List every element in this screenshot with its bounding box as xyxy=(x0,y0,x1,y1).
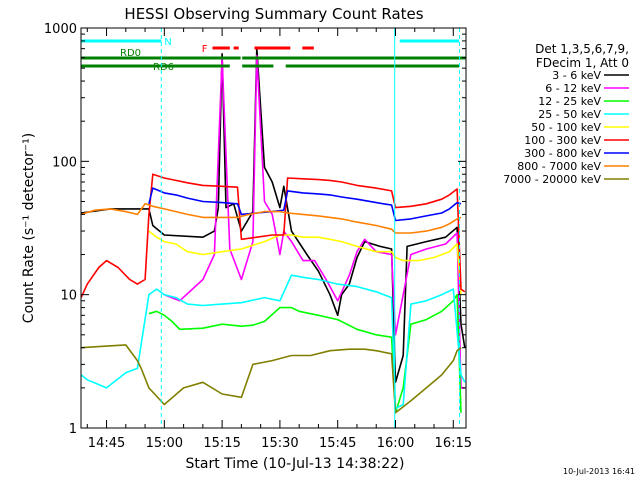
legend-header-line-2: FDecim 1, Att 0 xyxy=(536,56,629,70)
axes: 14:45 15:00 15:15 15:30 15:45 16:00 16:15 1 10 10… xyxy=(44,22,472,451)
legend: Det 1,3,5,6,7,9, FDecim 1, Att 0 3 - 6 k… xyxy=(503,42,629,186)
legend-label-3-6-kev: 3 - 6 keV xyxy=(552,69,601,82)
plot-frame xyxy=(80,27,467,429)
x-tick-label: 15:45 xyxy=(319,436,356,451)
legend-label-12-25-kev: 12 - 25 keV xyxy=(538,95,601,108)
legend-label-300-800-kev: 300 - 800 keV xyxy=(524,147,601,160)
y-tick-label: 10 xyxy=(60,289,77,304)
x-tick-label: 16:00 xyxy=(377,436,414,451)
y-tick-label: 100 xyxy=(52,155,77,170)
series-line-100-300-kev xyxy=(81,173,466,298)
legend-header-line-1: Det 1,3,5,6,7,9, xyxy=(535,42,629,56)
legend-label-25-50-kev: 25 - 50 keV xyxy=(538,108,601,121)
footer-timestamp: 10-Jul-2013 16:41 xyxy=(563,467,635,476)
chart-title: HESSI Observing Summary Count Rates xyxy=(124,5,423,23)
x-tick-label: 14:45 xyxy=(88,436,125,451)
x-tick-label: 15:15 xyxy=(203,436,240,451)
series-line-800-7000-kev xyxy=(81,203,462,234)
series-line-7000-20000-kev xyxy=(81,344,462,414)
x-axis-label: Start Time (10-Jul-13 14:38:22) xyxy=(185,456,404,472)
legend-label-800-7000-kev: 800 - 7000 keV xyxy=(517,160,601,173)
series-line-300-800-kev xyxy=(148,187,462,222)
series-line-50-100-kev xyxy=(148,230,462,295)
series-line-3-6-kev xyxy=(81,47,466,384)
y-axis-label: Count Rate (s⁻¹ detector⁻¹) xyxy=(21,133,37,323)
legend-label-100-300-kev: 100 - 300 keV xyxy=(524,134,601,147)
y-tick-label: 1 xyxy=(69,422,77,437)
x-tick-label: 15:30 xyxy=(261,436,298,451)
series-line-6-12-kev xyxy=(164,54,465,389)
flag-label-rd6: RD6 xyxy=(153,62,174,73)
x-tick-label: 15:00 xyxy=(146,436,183,451)
legend-label-6-12-kev: 6 - 12 keV xyxy=(545,82,601,95)
x-tick-label: 16:15 xyxy=(435,436,472,451)
flag-label-n: N xyxy=(164,37,171,48)
y-tick-label: 1000 xyxy=(44,22,77,37)
legend-label-7000-20000-kev: 7000 - 20000 keV xyxy=(503,173,601,186)
flag-label-f: F xyxy=(202,44,208,55)
series-line-25-50-kev xyxy=(81,274,466,410)
legend-label-50-100-kev: 50 - 100 keV xyxy=(531,121,601,134)
series-layer xyxy=(81,47,466,414)
vertical-markers xyxy=(160,28,460,428)
series-line-12-25-kev xyxy=(148,293,462,414)
flag-label-rd0: RD0 xyxy=(120,48,141,59)
flag-bars: N F RD0 RD6 xyxy=(81,37,466,73)
